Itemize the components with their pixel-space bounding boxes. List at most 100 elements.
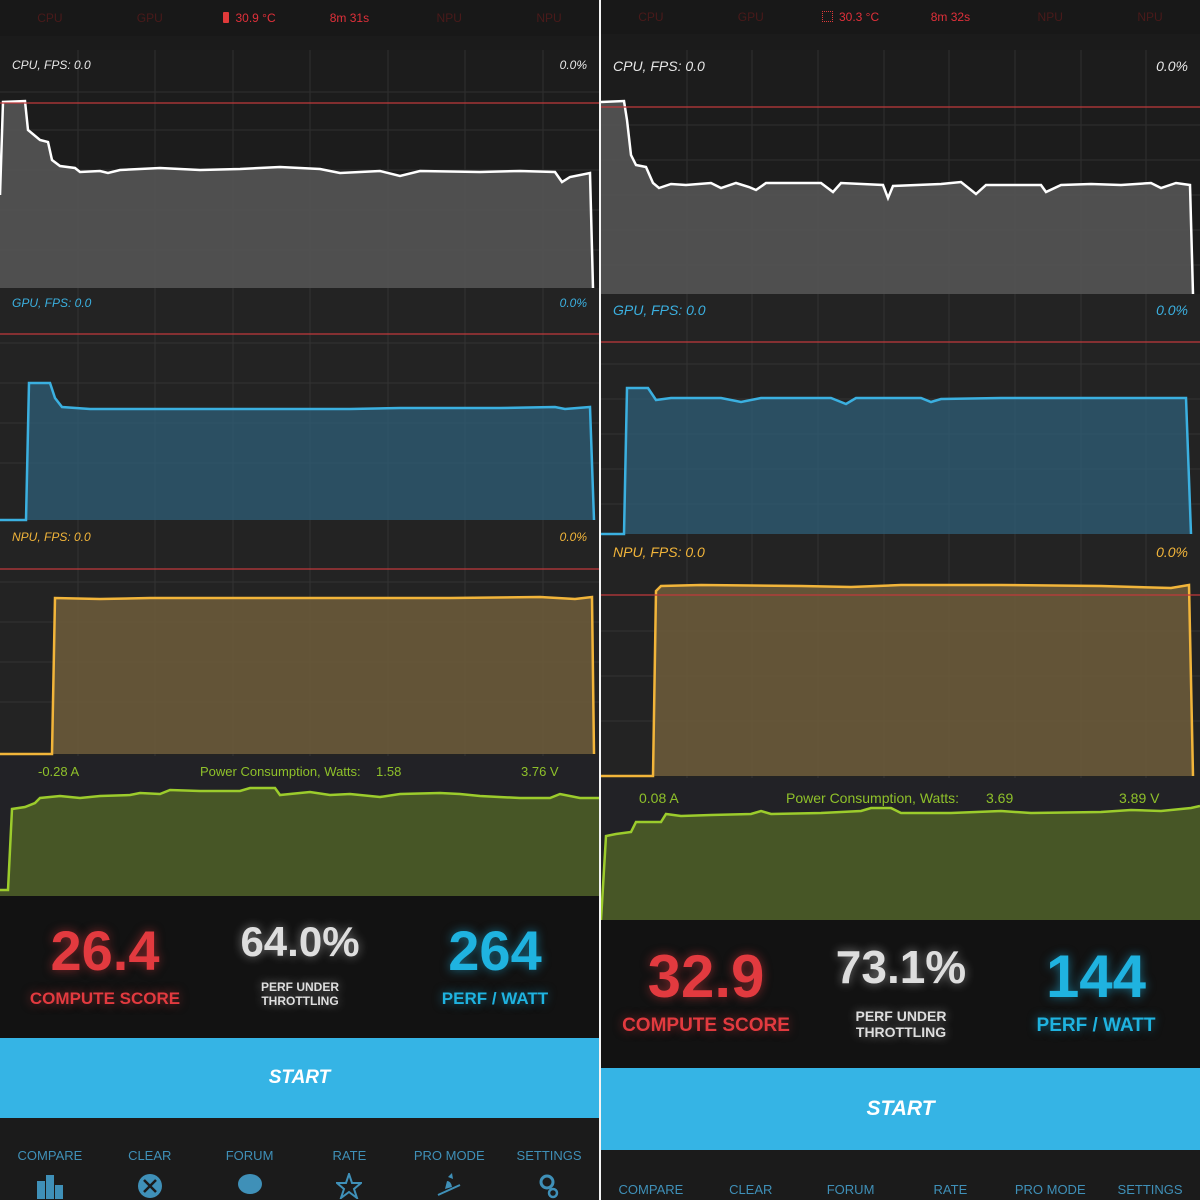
gpu-fps-label: GPU, FPS: 0.0 (613, 302, 706, 318)
nav-pro-mode-label: PRO MODE (413, 1148, 485, 1163)
temperature-value: 30.9 °C (235, 11, 276, 25)
power-watts: 3.69 (986, 790, 1014, 806)
gears-icon (539, 1174, 559, 1199)
perf-per-watt-value: 264 (448, 919, 542, 982)
npu-chart: NPU, FPS: 0.0 0.0% (0, 522, 599, 756)
perf-under-throttling: 64.0% PERF UNDER THROTTLING (205, 918, 395, 1008)
status-npu-2: NPU (1137, 10, 1163, 24)
chip-thermometer-icon (821, 11, 833, 22)
battery-thermometer-icon (223, 12, 230, 23)
perf-per-watt-value: 144 (1045, 943, 1147, 1010)
power-line-series (0, 786, 599, 896)
power-title: Power Consumption, Watts: (200, 764, 361, 779)
gpu-fps-label: GPU, FPS: 0.0 (12, 296, 92, 310)
nav-forum[interactable]: FORUM (200, 1148, 300, 1199)
throttling-label-line1: PERF UNDER (260, 980, 339, 994)
status-cpu: CPU (37, 11, 63, 25)
speech-bubble-icon (237, 1174, 262, 1194)
status-gpu: GPU (737, 10, 764, 24)
power-header: -0.28 A Power Consumption, Watts: 1.58 3… (0, 758, 599, 784)
nav-settings[interactable]: SETTINGS (499, 1148, 599, 1199)
status-npu: NPU (1037, 10, 1063, 24)
status-gpu: GPU (136, 11, 163, 25)
npu-fps-label: NPU, FPS: 0.0 (12, 530, 91, 544)
power-line-series (601, 804, 1200, 920)
nav-rate[interactable]: RATE (299, 1148, 399, 1199)
status-elapsed-time: 8m 31s (329, 11, 370, 25)
scores-panel: 32.9 COMPUTE SCORE 73.1% PERF UNDER THRO… (601, 920, 1200, 1068)
power-watts: 1.58 (376, 764, 402, 779)
status-temperature: 30.9 °C (200, 11, 300, 25)
nav-rate-label: RATE (332, 1148, 367, 1163)
power-chart: 0.08 A Power Consumption, Watts: 3.69 3.… (601, 778, 1200, 920)
power-voltage: 3.89 V (1119, 790, 1160, 806)
status-npu-2: NPU (536, 11, 562, 25)
nav-forum[interactable]: FORUM (826, 1182, 875, 1197)
throttling-value: 73.1% (835, 941, 967, 993)
nav-clear[interactable]: CLEAR (100, 1148, 200, 1199)
power-header: 0.08 A Power Consumption, Watts: 3.69 3.… (601, 784, 1200, 810)
left-screenshot-panel: CPU GPU 30.9 °C 8m 31s NPU NPU CPU, FPS:… (0, 0, 599, 1200)
perf-under-throttling: 73.1% PERF UNDER THROTTLING (806, 940, 996, 1040)
gpu-percent-label: 0.0% (1156, 302, 1188, 318)
start-button[interactable]: START (601, 1068, 1200, 1150)
status-elapsed-time: 8m 32s (930, 10, 971, 24)
witch-on-broom-icon (437, 1173, 461, 1196)
perf-per-watt-label: PERF / WATT (441, 989, 549, 1008)
perf-per-watt-label: PERF / WATT (1036, 1015, 1156, 1036)
status-cpu: CPU (638, 10, 664, 24)
throttling-label-line2: THROTTLING (261, 994, 339, 1008)
throttling-label-line1: PERF UNDER (855, 1008, 947, 1024)
npu-line-series (0, 568, 599, 756)
power-voltage: 3.76 V (521, 764, 559, 779)
nav-compare[interactable]: COMPARE (618, 1182, 684, 1197)
nav-clear[interactable]: CLEAR (729, 1182, 773, 1197)
nav-pro-mode[interactable]: PRO MODE (399, 1148, 499, 1199)
throttling-value: 64.0% (240, 918, 360, 965)
bottom-nav: COMPARE CLEAR FORUM RATE PRO MODE SETTIN… (0, 1148, 599, 1199)
right-screenshot-panel: CPU GPU 30.3 °C 8m 32s NPU NPU CPU, FPS:… (601, 0, 1200, 1200)
compute-score-label: COMPUTE SCORE (622, 1015, 790, 1036)
compute-score: 26.4 COMPUTE SCORE (15, 918, 195, 1009)
cpu-line-series (0, 99, 599, 288)
gpu-line-series (0, 333, 599, 522)
scores-panel: 26.4 COMPUTE SCORE 64.0% PERF UNDER THRO… (0, 896, 599, 1038)
cpu-chart: CPU, FPS: 0.0 0.0% (601, 50, 1200, 294)
compute-score-value: 32.9 (647, 943, 765, 1010)
power-chart: -0.28 A Power Consumption, Watts: 1.58 3… (0, 756, 599, 896)
status-temperature: 30.3 °C (801, 10, 901, 24)
power-title: Power Consumption, Watts: (786, 790, 959, 806)
star-icon (336, 1173, 363, 1199)
status-bar: CPU GPU 30.3 °C 8m 32s NPU NPU (601, 0, 1200, 34)
gpu-percent-label: 0.0% (559, 296, 587, 310)
compute-score-value: 26.4 (50, 919, 160, 982)
gpu-chart: GPU, FPS: 0.0 0.0% (0, 288, 599, 522)
cpu-percent-label: 0.0% (559, 58, 587, 72)
clear-x-icon (137, 1174, 162, 1198)
cpu-line-series (601, 99, 1200, 294)
compute-score: 32.9 COMPUTE SCORE (616, 942, 796, 1037)
nav-settings[interactable]: SETTINGS (1117, 1182, 1183, 1197)
cpu-percent-label: 0.0% (1156, 58, 1188, 74)
npu-percent-label: 0.0% (559, 530, 587, 544)
throttling-label-line2: THROTTLING (855, 1024, 947, 1040)
panel-divider (599, 0, 601, 1200)
compute-score-label: COMPUTE SCORE (29, 989, 181, 1008)
temperature-value: 30.3 °C (838, 10, 880, 24)
start-button[interactable]: START (0, 1038, 599, 1118)
nav-pro-mode[interactable]: PRO MODE (1014, 1182, 1086, 1197)
gpu-chart: GPU, FPS: 0.0 0.0% (601, 294, 1200, 536)
gpu-line-series (601, 341, 1200, 536)
cpu-fps-label: CPU, FPS: 0.0 (12, 58, 91, 72)
power-current: -0.28 A (38, 764, 80, 779)
bottom-nav: COMPARE CLEAR FORUM RATE PRO MODE SETTIN… (601, 1182, 1200, 1197)
npu-percent-label: 0.0% (1156, 544, 1188, 560)
nav-settings-label: SETTINGS (516, 1148, 582, 1163)
nav-compare[interactable]: COMPARE (0, 1148, 100, 1199)
nav-clear-label: CLEAR (128, 1148, 172, 1163)
podium-icon (36, 1175, 63, 1199)
nav-rate[interactable]: RATE (933, 1182, 968, 1197)
power-current: 0.08 A (639, 790, 679, 806)
cpu-fps-label: CPU, FPS: 0.0 (613, 58, 705, 74)
nav-compare-label: COMPARE (17, 1148, 83, 1163)
